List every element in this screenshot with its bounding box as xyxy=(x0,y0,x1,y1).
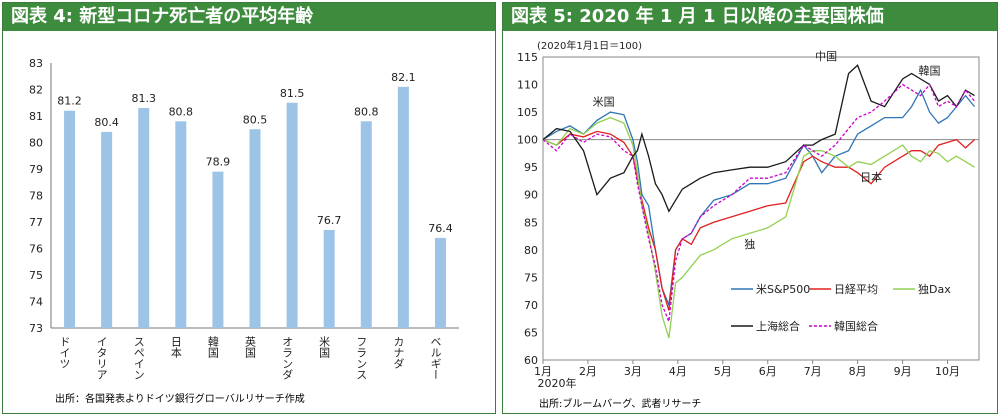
data-label: 80.8 xyxy=(169,105,194,118)
y-tick-label: 115 xyxy=(517,51,538,64)
y-tick-label: 75 xyxy=(29,269,43,282)
category-label: 日本 xyxy=(169,336,182,359)
series-line xyxy=(542,116,975,339)
series-annotation: 日本 xyxy=(860,170,882,184)
y-tick-label: 80 xyxy=(29,137,43,150)
category-label: イタリア xyxy=(95,336,108,380)
legend-label: 上海総合 xyxy=(756,319,800,333)
data-label: 81.3 xyxy=(131,92,156,105)
legend-label: 日経平均 xyxy=(834,283,878,296)
series-annotation: 韓国 xyxy=(919,65,941,78)
series-line xyxy=(542,130,975,311)
series-annotation: 独 xyxy=(744,238,755,251)
y-tick-label: 105 xyxy=(517,106,538,119)
y-tick-label: 83 xyxy=(29,57,43,70)
y-tick-label: 81 xyxy=(29,110,43,123)
y-tick-label: 70 xyxy=(524,299,538,312)
figure-5-title: 図表 5: 2020 年 1 月 1 日以降の主要国株価 xyxy=(503,3,997,31)
x-tick-label: 4月 xyxy=(669,365,687,378)
bar xyxy=(212,171,224,328)
figure-5-source: 出所:ブルームバーグ、武者リサーチ xyxy=(539,399,702,410)
category-label: スペイン xyxy=(132,336,145,380)
x-tick-label: 5月 xyxy=(714,365,732,378)
figure-4-title: 図表 4: 新型コロナ死亡者の平均年齢 xyxy=(3,3,495,31)
bar-chart: 73 74 75 76 77 78 79 80 81 82 83 81.2 ドイツ 80.4 イタリア 81.… xyxy=(29,57,459,380)
data-label: 78.9 xyxy=(206,156,231,169)
data-label: 76.4 xyxy=(428,222,453,235)
y-tick-label: 76 xyxy=(29,243,43,256)
y-tick-label: 95 xyxy=(524,161,538,174)
figure-4-panel: 図表 4: 新型コロナ死亡者の平均年齢 73 74 75 76 77 78 79 80 81 82… xyxy=(2,2,496,414)
bar xyxy=(397,86,409,328)
y-tick-label: 75 xyxy=(524,271,538,284)
y-tick-label: 79 xyxy=(29,163,43,176)
bar xyxy=(434,237,446,328)
data-label: 82.1 xyxy=(391,71,416,84)
line-chart: 60 65 70 75 80 85 90 95 100 105 110 115 1月 2月 3月 4月 5月 6月… xyxy=(517,39,980,390)
category-label: 英国 xyxy=(244,335,257,359)
category-label: ベルギー xyxy=(429,336,442,380)
x-tick-label: 7月 xyxy=(804,365,822,378)
category-label: フランス xyxy=(355,336,368,380)
bar xyxy=(64,110,76,328)
y-tick-label: 82 xyxy=(29,84,43,97)
y-tick-label: 77 xyxy=(29,216,43,229)
series-line xyxy=(542,64,975,213)
legend-label: 米S&P500 xyxy=(756,283,810,296)
index-note: (2020年1月1日＝100) xyxy=(537,39,642,52)
series-annotation: 中国 xyxy=(815,50,837,63)
x-tick-label: 6月 xyxy=(759,365,777,378)
x-year-label: 2020年 xyxy=(538,376,577,390)
category-label: 韓国 xyxy=(206,336,219,359)
series-line xyxy=(542,88,976,308)
y-tick-label: 110 xyxy=(517,79,538,92)
category-label: 米国 xyxy=(318,336,331,359)
legend-label: 韓国総合 xyxy=(834,319,878,333)
y-tick-label: 73 xyxy=(29,322,43,335)
data-label: 81.2 xyxy=(57,95,82,108)
legend-label: 独Dax xyxy=(918,283,951,296)
y-tick-label: 65 xyxy=(524,326,538,339)
series-annotation: 米国 xyxy=(593,95,615,108)
y-tick-label: 80 xyxy=(524,244,538,257)
y-tick-label: 60 xyxy=(524,354,538,367)
x-tick-label: 8月 xyxy=(849,365,867,378)
x-tick-label: 2月 xyxy=(579,365,597,378)
bar xyxy=(101,131,113,328)
y-tick-label: 100 xyxy=(517,134,538,147)
data-label: 80.4 xyxy=(94,116,119,129)
x-tick-label: 10月 xyxy=(935,365,960,378)
data-label: 81.5 xyxy=(280,87,305,100)
data-label: 80.5 xyxy=(243,113,268,126)
x-tick-label: 3月 xyxy=(624,365,642,378)
bar xyxy=(175,121,187,328)
bar xyxy=(249,129,261,328)
category-label: カナダ xyxy=(392,336,405,369)
figure-4-source: 出所：各国発表よりドイツ銀行グローバルリサーチ作成 xyxy=(55,394,305,405)
y-tick-label: 85 xyxy=(524,216,538,229)
plot-frame xyxy=(542,56,980,361)
x-tick-label: 1月 xyxy=(534,365,552,378)
x-tick-label: 9月 xyxy=(894,365,912,378)
data-label: 80.8 xyxy=(354,105,379,118)
bar xyxy=(323,229,335,328)
bar xyxy=(360,121,372,328)
data-label: 76.7 xyxy=(317,214,342,227)
category-label: オランダ xyxy=(281,336,294,380)
bar xyxy=(138,108,150,328)
bar xyxy=(286,102,298,328)
y-tick-label: 74 xyxy=(29,296,43,309)
category-label: ドイツ xyxy=(58,336,71,369)
y-tick-label: 78 xyxy=(29,190,43,203)
series-line xyxy=(542,83,976,322)
y-tick-label: 90 xyxy=(524,189,538,202)
figure-5-panel: 図表 5: 2020 年 1 月 1 日以降の主要国株価 60 65 70 75 80 8… xyxy=(502,2,998,414)
